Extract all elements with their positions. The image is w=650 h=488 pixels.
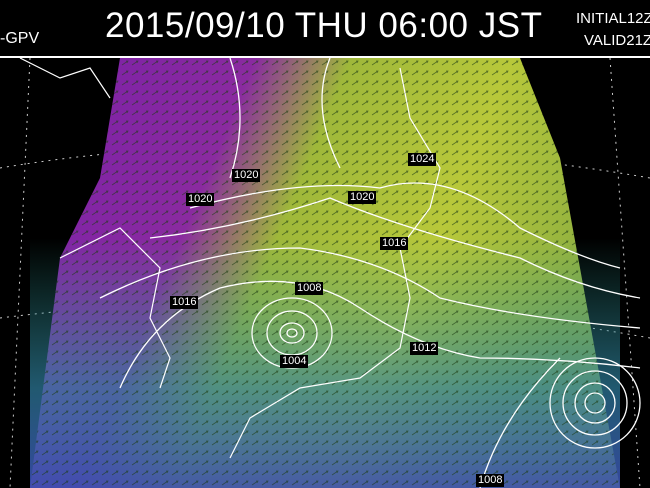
isobar-label: 1024 [408, 153, 437, 166]
model-name: -GPV [0, 30, 40, 47]
isobar-label: 1020 [186, 193, 215, 206]
isobar-label: 1008 [476, 474, 505, 487]
isobar-label: 1016 [170, 296, 199, 309]
isobar-label: 1004 [280, 355, 309, 368]
coastlines [19, 58, 441, 459]
isobars [99, 58, 641, 488]
valid-time: VALID21Z [584, 32, 650, 49]
header-bar: -GPV 2015/09/10 THU 06:00 JST INITIAL12Z… [0, 0, 650, 58]
wind-arrows [30, 58, 620, 488]
isobar-label: 1020 [232, 169, 261, 182]
isobar-label: 1020 [348, 191, 377, 204]
isobar-label: 1016 [380, 237, 409, 250]
isobar-label: 1008 [295, 282, 324, 295]
isobar-label: 1012 [410, 342, 439, 355]
forecast-time-title: 2015/09/10 THU 06:00 JST [105, 6, 543, 45]
map-canvas [0, 58, 650, 488]
initial-time: INITIAL12Z [576, 10, 650, 27]
